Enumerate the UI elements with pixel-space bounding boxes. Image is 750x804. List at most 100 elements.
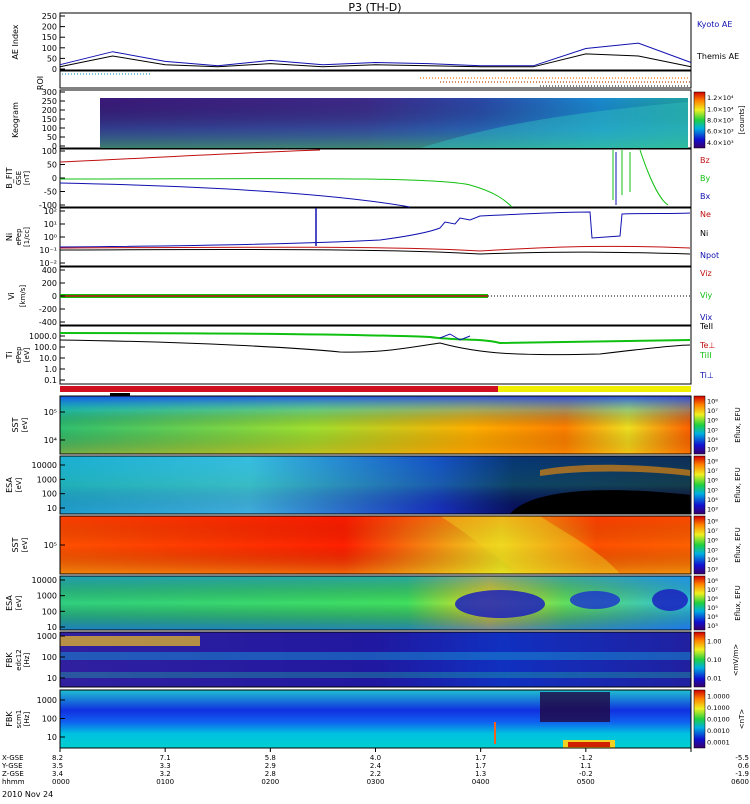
fbk-e-ylabel2: edc12 [15, 649, 23, 671]
ne-line [59, 245, 691, 252]
ae-ytick-label: 200 [42, 23, 57, 32]
colorbar-tick-label: 0.01 [707, 674, 721, 682]
keogram-colorbar-ticks: 1.2×10⁴ 1.0×10⁴ 8.0×10³ 6.0×10³ 4.0×10³ [707, 94, 734, 147]
fbk-e-highband [60, 636, 200, 646]
bfit-frame [59, 148, 692, 208]
fbk-e-midband [60, 652, 691, 660]
fbk-b-panel: FBK scm1 [Hz] 1000 100 10 1.0000 0.1000 0.01… [5, 689, 746, 749]
mode-bar-black [110, 393, 130, 396]
sst-ion-ylabel3: [eV] [21, 417, 29, 432]
colorbar-tick-label: 10⁷ [707, 467, 718, 475]
colorbar-tick-label: 10⁶ [707, 417, 718, 425]
sst-ion-colorbar [693, 395, 706, 455]
ephemeris-value: 0500 [577, 778, 595, 786]
ae-series-themis-ae [59, 53, 692, 68]
temperature-yticks: 1000.0 100.0 10.0 1.0 0.1 [29, 332, 65, 385]
legend-viy: Viy [700, 291, 713, 300]
density-ytick-label: 10⁻¹ [39, 246, 57, 255]
fbk-b-ytick-label: 1000 [37, 696, 57, 705]
bfit-ytick-label: 50 [47, 161, 57, 170]
sst-ion-ylabel: SST [11, 417, 20, 432]
temperature-ylabel: Ti [5, 352, 14, 360]
fbk-b-hot-core [568, 742, 610, 747]
ephemeris-value: 3.2 [160, 770, 171, 778]
esa-elec-ytick-label: 10000 [32, 576, 57, 585]
esa-ion-ytick-label: 10000 [32, 461, 57, 470]
ephemeris-value: 1.3 [475, 770, 486, 778]
esa-ion-bright-arc [540, 464, 690, 476]
ni-line [59, 211, 691, 248]
keogram-ytick-label: 50 [47, 133, 57, 142]
bfit-ylabel: B_FIT [5, 167, 14, 188]
ae-series-kyoto-ae [59, 42, 692, 67]
ephemeris-value: 0600 [731, 778, 749, 786]
colorbar-tick-label: 10⁴ [707, 613, 718, 621]
sst-ion-yticks: 10⁵ 10⁴ [44, 408, 65, 445]
colorbar-tick-label: 10⁴ [707, 436, 718, 444]
colorbar-tick-label: 1.00 [707, 638, 721, 646]
esa-elec-ytick-label: 100 [42, 607, 57, 616]
esa-elec-colorbar-label: Eflux, EFU [734, 585, 742, 620]
colorbar-tick-label: 8.0×10³ [707, 117, 734, 125]
bfit-ytick-label: 100 [42, 147, 57, 156]
ephemeris-value: 0100 [156, 778, 174, 786]
esa-elec-ylabel: ESA [5, 595, 14, 611]
colorbar-tick-label: 10³ [707, 622, 718, 630]
by-line [59, 178, 513, 208]
keogram-ytick-label: 0 [52, 142, 57, 151]
ephemeris-value: 0200 [261, 778, 279, 786]
esa-elec-ylabel3: [eV] [15, 595, 23, 610]
colorbar-tick-label: 10⁷ [707, 527, 718, 535]
esa-ion-frame [59, 455, 692, 515]
colorbar-tick-label: 10⁴ [707, 556, 718, 564]
density-yticks: 10² 10¹ 10⁰ 10⁻¹ 10⁻² [39, 207, 65, 268]
sst-elec-yticks: 10⁵ [44, 541, 65, 550]
date-label: 2010 Nov 24 [2, 790, 53, 799]
ti-line-green [59, 332, 691, 345]
bfit-ylabel3: [nT] [23, 171, 31, 185]
colorbar-tick-label: 0.0100 [707, 716, 730, 724]
temperature-ylabel3: [eV] [23, 347, 31, 362]
ephemeris-value: 3.5 [52, 762, 63, 770]
ae-ylabel: AE Index [11, 24, 20, 59]
ephemeris-value: 1.1 [580, 762, 591, 770]
colorbar-tick-label: 0.0001 [707, 739, 730, 747]
temperature-ytick-label: 0.1 [44, 376, 57, 385]
colorbar-tick-label: 1.0000 [707, 692, 730, 700]
temperature-ytick-label: 1000.0 [29, 332, 57, 341]
esa-elec-colorbar [693, 575, 706, 631]
ephemeris-value: 2.4 [370, 762, 382, 770]
esa-ion-ytick-label: 100 [42, 490, 57, 499]
ephemeris-value: 1.7 [475, 762, 486, 770]
esa-elec-yticks: 10000 1000 100 10 [32, 576, 65, 632]
ephemeris-value: 4.0 [370, 754, 381, 762]
fbk-e-ytick-label: 10 [47, 674, 57, 683]
fbk-e-lowband [60, 672, 691, 678]
ephemeris-value: 2.2 [370, 770, 381, 778]
ephemeris-value: 0000 [52, 778, 70, 786]
velocity-ytick-label: 200 [42, 279, 57, 288]
fbk-e-panel: FBK edc12 [Hz] 1000 100 10 1.00 0.10 0.01 <m… [5, 631, 740, 688]
ephemeris-axis: X-GSE 8.2 7.1 5.8 4.0 1.7 -1.2 -5.5 Y-GSE 3.5 3.3 2… [1, 748, 750, 786]
roi-ylabel: ROI [36, 76, 45, 90]
fbk-e-yticks: 1000 100 10 [37, 632, 65, 683]
esa-ion-ytick-label: 1000 [37, 475, 57, 484]
ae-ytick-label: 0 [52, 65, 57, 74]
colorbar-tick-label: 0.1000 [707, 704, 730, 712]
velocity-ytick-label: 0 [52, 292, 57, 301]
esa-ion-dark-region [510, 490, 690, 514]
density-ylabel3: [1/cc] [23, 227, 31, 247]
fbk-b-ylabel2: scm1 [15, 710, 23, 729]
colorbar-tick-label: 1.2×10⁴ [707, 94, 734, 102]
fbk-b-yticks: 1000 100 10 [37, 696, 65, 742]
density-ytick-label: 10⁻² [39, 259, 57, 268]
ephemeris-row-label: hhmm [2, 778, 25, 786]
fbk-e-ylabel: FBK [5, 652, 14, 668]
mode-bar-red [60, 386, 498, 392]
velocity-ytick-label: -200 [39, 305, 57, 314]
ephemeris-value: -1.2 [579, 754, 593, 762]
